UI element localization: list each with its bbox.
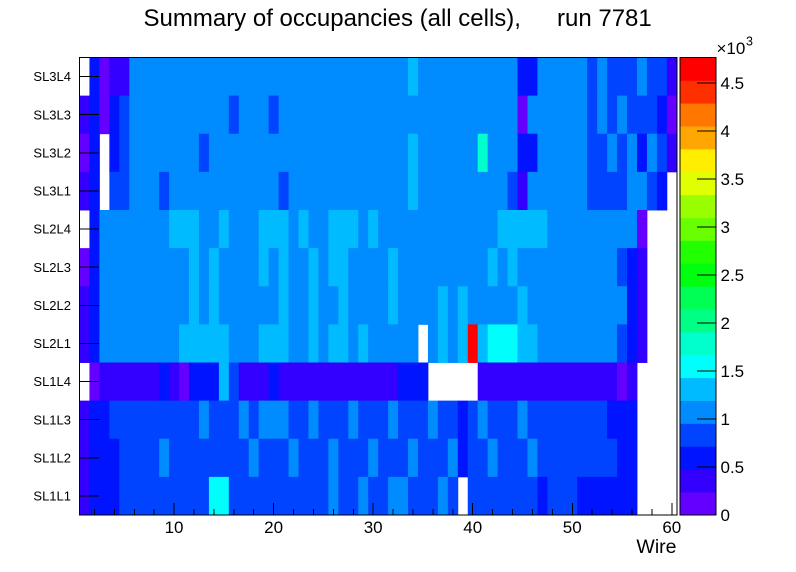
svg-text:1.5: 1.5 xyxy=(721,362,745,381)
svg-text:SL3L3: SL3L3 xyxy=(33,107,71,122)
svg-text:60: 60 xyxy=(662,518,681,537)
svg-text:SL3L4: SL3L4 xyxy=(33,69,71,84)
svg-text:Summary of occupancies (all ce: Summary of occupancies (all cells), xyxy=(144,5,521,32)
svg-text:SL1L3: SL1L3 xyxy=(33,412,71,427)
svg-text:50: 50 xyxy=(563,518,582,537)
svg-text:2.5: 2.5 xyxy=(721,266,745,285)
svg-text:SL2L2: SL2L2 xyxy=(33,298,71,313)
svg-text:run 7781: run 7781 xyxy=(557,5,652,32)
svg-text:40: 40 xyxy=(463,518,482,537)
svg-text:3: 3 xyxy=(721,218,730,237)
svg-text:4: 4 xyxy=(721,122,730,141)
svg-text:SL1L2: SL1L2 xyxy=(33,450,71,465)
svg-text:SL1L1: SL1L1 xyxy=(33,489,71,504)
svg-text:SL1L4: SL1L4 xyxy=(33,374,71,389)
svg-text:×10: ×10 xyxy=(717,39,746,58)
svg-text:0.5: 0.5 xyxy=(721,458,745,477)
svg-text:3: 3 xyxy=(746,35,753,49)
svg-text:SL2L4: SL2L4 xyxy=(33,222,71,237)
svg-text:SL2L3: SL2L3 xyxy=(33,260,71,275)
svg-text:SL3L1: SL3L1 xyxy=(33,184,71,199)
svg-text:30: 30 xyxy=(364,518,383,537)
svg-text:SL2L1: SL2L1 xyxy=(33,336,71,351)
svg-text:Wire: Wire xyxy=(636,536,676,558)
svg-text:SL3L2: SL3L2 xyxy=(33,145,71,160)
svg-text:2: 2 xyxy=(721,314,730,333)
svg-text:20: 20 xyxy=(264,518,283,537)
svg-text:4.5: 4.5 xyxy=(721,74,745,93)
svg-text:3.5: 3.5 xyxy=(721,170,745,189)
svg-text:10: 10 xyxy=(165,518,184,537)
svg-text:1: 1 xyxy=(721,410,730,429)
svg-text:0: 0 xyxy=(721,506,730,525)
